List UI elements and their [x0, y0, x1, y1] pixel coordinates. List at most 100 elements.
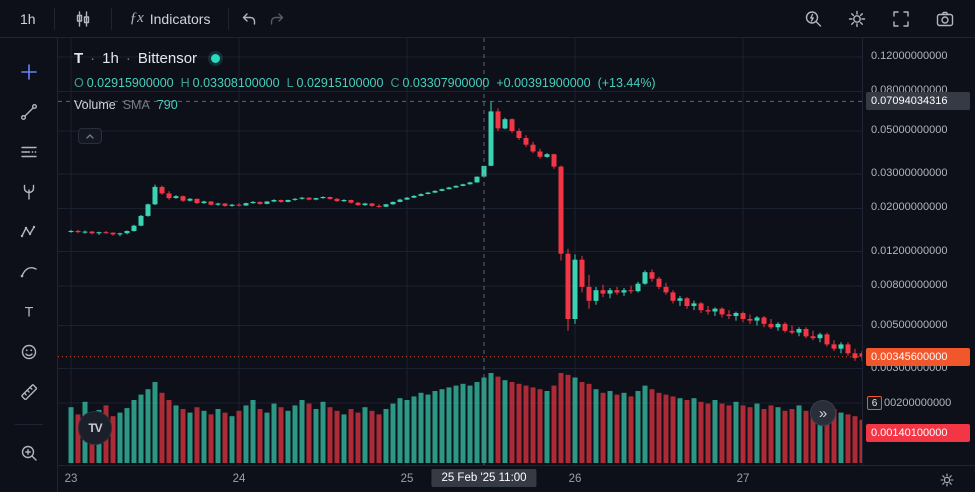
chart-settings-button[interactable] [843, 7, 871, 31]
price-axis[interactable]: 0.12000000000 0.08000000000 0.05000000000 0… [862, 38, 975, 465]
tool-emoji-button[interactable] [12, 338, 46, 366]
close-label: C [390, 76, 400, 90]
chevron-up-icon [86, 133, 94, 139]
last-price-label: 0.00345600000 [866, 347, 970, 366]
legend-separator: · [125, 50, 131, 67]
tool-brush-button[interactable] [12, 258, 46, 286]
tool-pattern-button[interactable] [12, 218, 46, 246]
low-price-label: 0.00140100000 [866, 424, 970, 443]
pitchfork-icon [23, 184, 34, 200]
high-value: 0.03308100000 [192, 76, 280, 90]
time-settings-gear-icon [940, 473, 954, 487]
crosshair-price-label: 0.07094034316 [866, 92, 970, 111]
price-axis-label-with-countdown: 6 00200000000 [867, 396, 951, 410]
price-axis-label: 0.12000000000 [871, 50, 948, 62]
ruler-icon [20, 384, 37, 401]
toolbar-separator [110, 7, 112, 30]
chart-type-button[interactable] [61, 5, 105, 33]
crosshair-icon [20, 64, 37, 80]
undo-button[interactable] [235, 7, 263, 31]
price-axis-label: 0.05000000000 [871, 124, 948, 136]
scroll-right-button[interactable]: » [810, 400, 836, 426]
xabcd-pattern-icon [20, 225, 35, 238]
time-axis-settings-button[interactable] [935, 470, 959, 490]
fullscreen-icon [893, 10, 909, 27]
tradingview-logo[interactable]: TV [78, 411, 112, 445]
volume-label: Volume [74, 98, 116, 112]
tool-text-button[interactable]: T [12, 298, 46, 326]
time-axis-tick: 24 [232, 473, 246, 485]
ohlc-row: O 0.02915900000 H 0.03308100000 L 0.0291… [74, 76, 656, 90]
crosshair-time-label: 25 Feb '25 11:00 [431, 469, 537, 487]
open-value: 0.02915900000 [86, 76, 174, 90]
change-percent: (+13.44%) [597, 76, 656, 90]
toolbar-left-group: 1h ƒx Indicators [8, 5, 291, 33]
tradingview-logo-text: TV [88, 421, 102, 435]
candlestick-chart-icon [76, 10, 89, 27]
indicators-button[interactable]: ƒx Indicators [118, 5, 223, 33]
legend-separator: · [90, 50, 96, 67]
tool-zoom-in-button[interactable] [12, 439, 46, 467]
symbol-title[interactable]: T · 1h · Bittensor [74, 50, 656, 67]
symbol-ticker: T [74, 50, 84, 67]
crosshair [58, 38, 862, 465]
price-axis-label: 0.03000000000 [871, 167, 948, 180]
price-axis-label: 0.01200000000 [871, 244, 948, 257]
time-axis-tick: 25 [400, 473, 414, 485]
tool-pitchfork-button[interactable] [12, 178, 46, 206]
volume-sma-label: SMA [122, 98, 150, 112]
low-label: L [286, 76, 294, 90]
volume-sma-value: 790 [156, 98, 178, 112]
tool-fib-retracement-button[interactable] [12, 138, 46, 166]
sidebar-divider [14, 424, 43, 425]
chart-pane: T · 1h · Bittensor O 0.02915900000 H 0.0… [58, 38, 862, 465]
volume-row: Volume SMA 790 [74, 98, 656, 112]
camera-snapshot-icon [936, 11, 954, 26]
tool-trend-line-button[interactable] [12, 98, 46, 126]
text-tool-icon: T [24, 304, 33, 320]
high-label: H [180, 76, 190, 90]
trend-line-icon [20, 104, 37, 120]
redo-icon [271, 12, 284, 25]
toolbar-separator [228, 7, 230, 30]
drawing-toolbar: T [0, 38, 58, 492]
close-value: 0.03307900000 [402, 76, 490, 90]
toolbar-right-group [799, 7, 967, 31]
price-axis-label: 0.00500000000 [871, 318, 948, 331]
settings-gear-icon [848, 10, 866, 27]
toolbar-separator [53, 7, 55, 30]
tool-crosshair-button[interactable] [12, 58, 46, 86]
open-label: O [74, 76, 84, 90]
redo-button[interactable] [263, 7, 291, 31]
symbol-name: Bittensor [137, 50, 198, 67]
time-axis-tick: 26 [568, 473, 582, 485]
grid-layer [58, 38, 862, 465]
legend-interval: 1h [102, 50, 119, 67]
zoom-in-icon [21, 445, 37, 461]
countdown-chip: 6 [867, 396, 882, 410]
fx-icon: ƒx [129, 10, 144, 26]
undo-icon [243, 12, 256, 25]
brush-icon [20, 267, 37, 278]
candles-layer [68, 101, 862, 361]
interval-button[interactable]: 1h [8, 5, 48, 33]
low-value: 0.02915100000 [296, 76, 384, 90]
indicators-label: Indicators [149, 10, 211, 27]
time-axis[interactable]: 23 24 25 26 27 25 Feb '25 11:00 [58, 465, 975, 492]
chart-legend: T · 1h · Bittensor O 0.02915900000 H 0.0… [74, 50, 656, 112]
time-axis-tick: 23 [64, 473, 78, 485]
svg-text:T: T [24, 304, 33, 320]
price-axis-label: 0.02000000000 [871, 201, 948, 214]
fib-retracement-icon [20, 146, 37, 158]
market-status-dot[interactable] [211, 54, 221, 63]
quick-search-button[interactable] [799, 7, 827, 31]
emoji-smiley-icon [21, 344, 36, 360]
tool-ruler-button[interactable] [12, 378, 46, 406]
top-toolbar: 1h ƒx Indicators [0, 0, 975, 38]
double-chevron-right-icon: » [818, 404, 828, 422]
change-value: +0.00391900000 [496, 76, 591, 90]
legend-collapse-button[interactable] [78, 128, 102, 144]
fullscreen-button[interactable] [887, 7, 915, 31]
snapshot-button[interactable] [931, 7, 959, 31]
